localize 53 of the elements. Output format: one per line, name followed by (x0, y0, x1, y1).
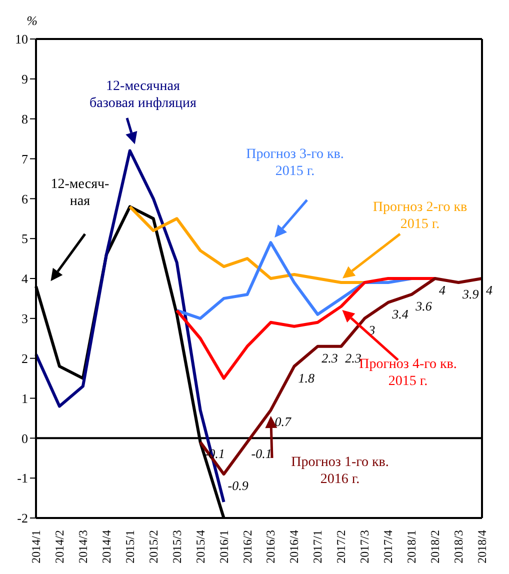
x-tick-label: 2017/2 (334, 530, 348, 564)
y-tick-label: 8 (22, 111, 28, 126)
data-label: 1.8 (298, 370, 315, 386)
x-tick-label: 2014/2 (52, 530, 66, 564)
y-axis-title: % (26, 13, 38, 28)
y-tick-label: -2 (17, 510, 28, 526)
x-tick-label: 2015/2 (146, 530, 160, 564)
data-label: 4 (486, 282, 493, 298)
data-label: -0.9 (228, 478, 249, 494)
x-tick-label: 2018/3 (452, 530, 466, 564)
text: Прогноз 1-го кв. 2016 г. (291, 455, 389, 487)
data-label: 0.7 (274, 414, 292, 430)
y-tick-label: 0 (22, 430, 28, 446)
y-tick-label: 10 (15, 32, 28, 47)
x-tick-label: 2016/3 (264, 530, 278, 564)
x-tick-label: 2015/3 (170, 530, 184, 564)
x-tick-label: 2016/1 (216, 530, 231, 564)
x-tick-label: 2017/4 (381, 530, 396, 564)
data-label: 3.4 (391, 306, 409, 322)
y-tick-label: 9 (22, 72, 28, 87)
data-label: 4 (439, 282, 446, 298)
text: Прогноз 4-го кв. 2015 г. (359, 357, 457, 389)
y-tick-label: 5 (22, 231, 28, 246)
text: 12-месячная базовая инфляция (90, 79, 198, 111)
x-tick-label: 2014/3 (76, 530, 90, 564)
x-tick-label: 2014/1 (29, 530, 43, 564)
data-label: 2.3 (322, 350, 338, 366)
y-tick-label: 1 (22, 390, 28, 406)
series-label: 12-месяч- ная (50, 177, 110, 209)
x-tick-label: 2014/4 (99, 530, 114, 564)
y-tick-label: 2 (22, 350, 28, 366)
data-label: 3.9 (462, 286, 480, 302)
x-tick-label: 2018/2 (428, 530, 442, 564)
data-label: 2.3 (345, 350, 362, 366)
line-series (128, 205, 366, 284)
x-tick-label: 2018/1 (404, 530, 419, 564)
x-tick-label: 2016/2 (240, 530, 254, 564)
data-label: 3.6 (414, 298, 432, 314)
y-tick-label: 4 (22, 271, 28, 286)
text: Прогноз 3-го кв. 2015 г. (246, 147, 344, 179)
y-tick-label: 7 (22, 151, 28, 166)
x-tick-label: 2015/4 (193, 530, 208, 564)
y-tick-label: -1 (17, 470, 28, 486)
y-tick-label: 6 (22, 191, 28, 206)
x-tick-label: 2017/3 (358, 530, 372, 564)
x-tick-label: 2016/4 (287, 530, 302, 564)
text: Прогноз 2-го кв 2015 г. (372, 200, 468, 232)
data-label: -0.1 (251, 446, 272, 462)
x-tick-label: 2015/1 (122, 530, 137, 564)
x-tick-label: 2017/1 (310, 530, 325, 564)
x-tick-label: 2018/4 (475, 530, 489, 564)
y-tick-label: 3 (22, 311, 28, 326)
line-series (34, 149, 226, 504)
